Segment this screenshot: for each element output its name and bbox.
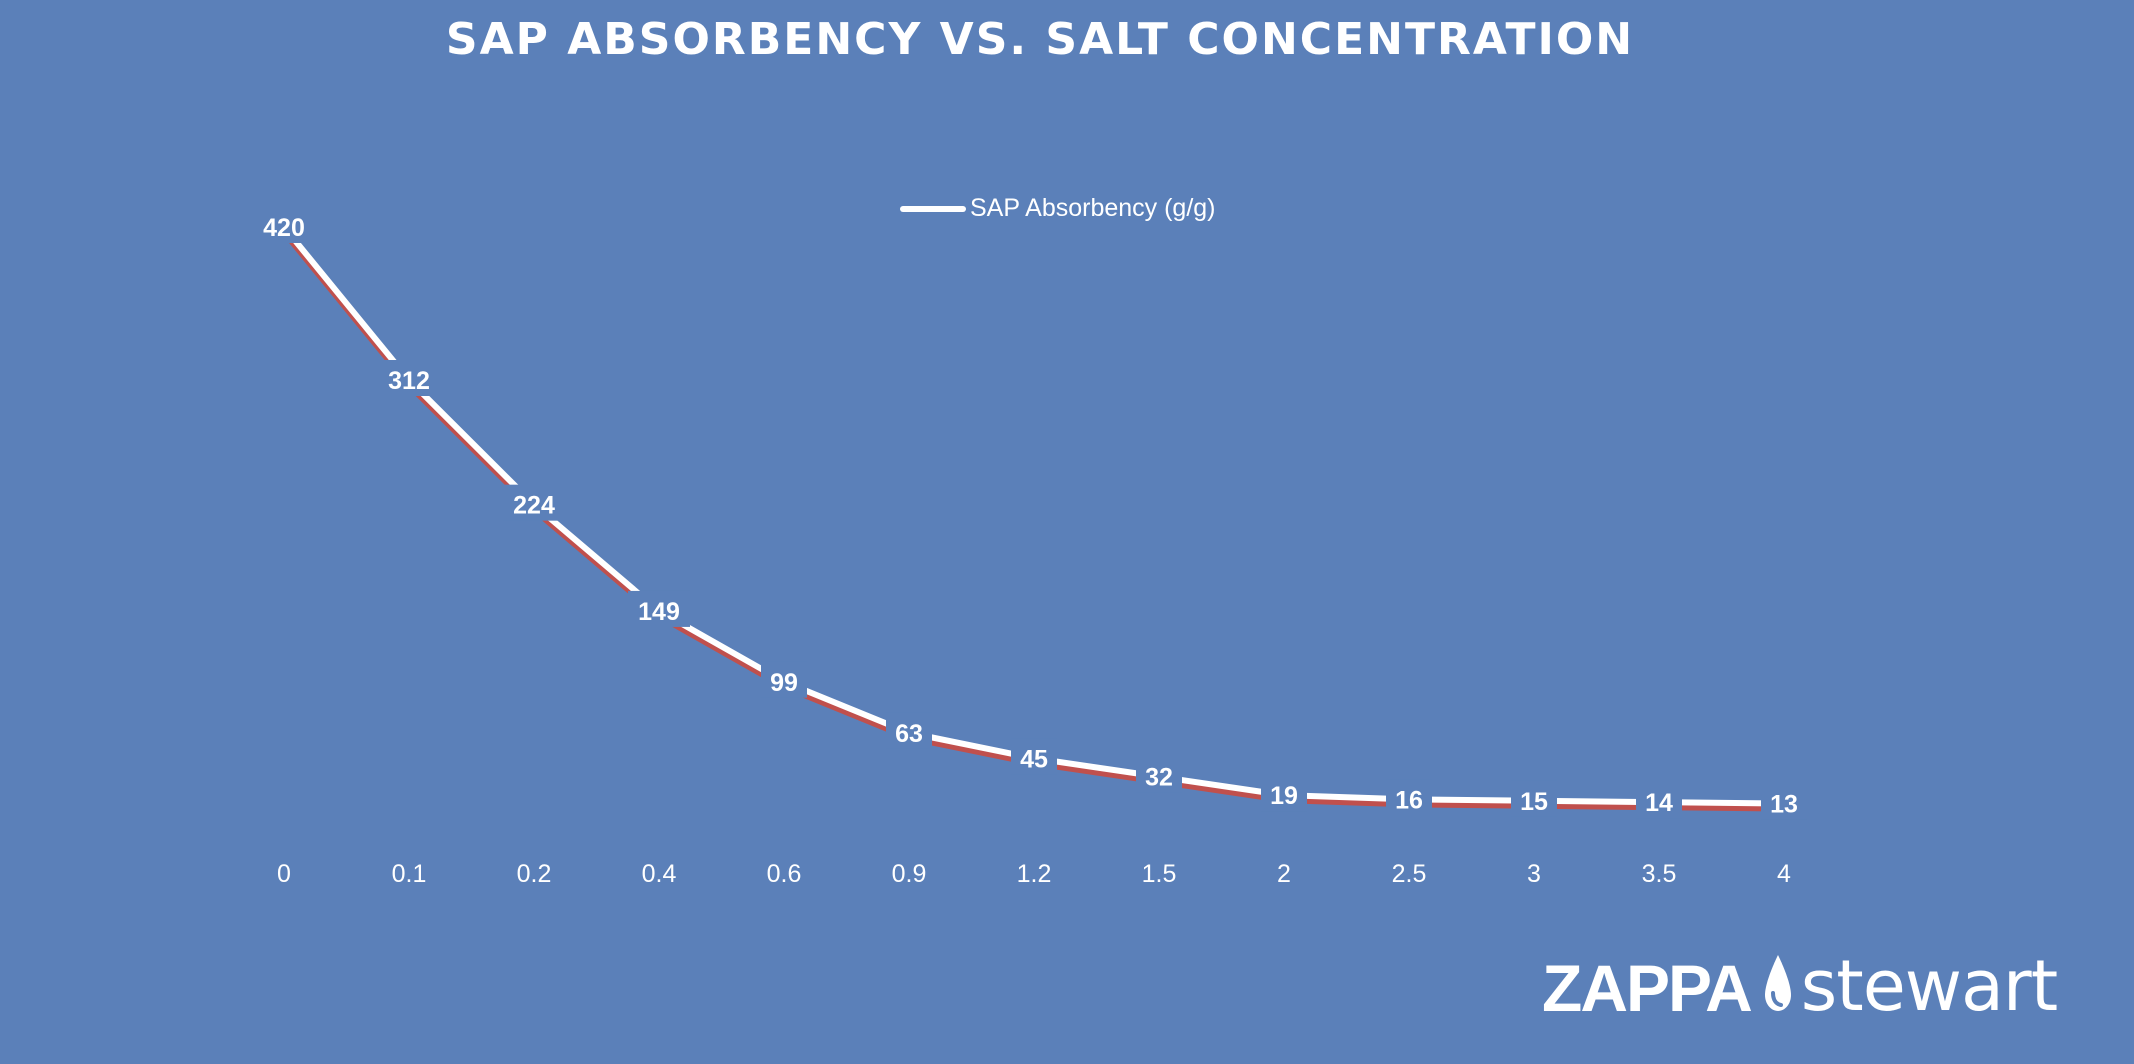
x-tick-label: 2 <box>1277 860 1291 888</box>
data-label: 14 <box>1636 782 1682 819</box>
x-tick-label: 0.1 <box>392 860 427 888</box>
data-label-background <box>886 712 932 749</box>
data-label-text: 16 <box>1395 786 1423 814</box>
data-label: 420 <box>253 207 315 243</box>
data-label-background <box>1261 775 1307 812</box>
x-tick-label: 3.5 <box>1642 860 1677 888</box>
data-label-background <box>1636 782 1682 819</box>
data-label-background <box>1136 756 1182 793</box>
drop-lines <box>283 245 1785 832</box>
x-tick-label: 0.2 <box>517 860 552 888</box>
data-label-background <box>378 360 440 396</box>
legend: SAP Absorbency (g/g) <box>900 194 1216 223</box>
x-tick-label: 2.5 <box>1392 860 1427 888</box>
x-tick-label: 1.2 <box>1017 860 1052 888</box>
company-logo: ZAPPA stewart <box>1542 944 2058 1027</box>
data-label: 63 <box>886 712 932 749</box>
x-tick-label: 0.6 <box>767 860 802 888</box>
legend-label: SAP Absorbency (g/g) <box>970 194 1216 222</box>
x-tick-label: 0.9 <box>892 860 927 888</box>
data-label-background <box>761 661 807 698</box>
logo-text-stewart: stewart <box>1800 945 2058 1027</box>
data-label-text: 420 <box>263 214 305 242</box>
chart-title: SAP ABSORBENCY VS. SALT CONCENTRATION <box>445 14 1635 65</box>
data-label-text: 312 <box>388 367 430 395</box>
data-label-background <box>1386 779 1432 816</box>
data-label: 312 <box>378 360 440 396</box>
data-label-background <box>503 484 565 521</box>
data-label-background <box>628 590 690 627</box>
x-axis-tick-labels: 0 0.1 0.2 0.4 0.6 0.9 1.2 1.5 2 2.5 3 3.5 4 <box>277 860 1791 888</box>
data-label-text: 32 <box>1145 764 1173 792</box>
x-tick-label: 0.4 <box>642 860 677 888</box>
data-label-text: 45 <box>1020 745 1048 773</box>
x-tick-label: 0 <box>277 860 291 888</box>
data-label: 99 <box>761 661 807 698</box>
data-label-text: 63 <box>895 720 923 748</box>
data-label: 149 <box>628 590 690 627</box>
data-labels: 420 312 224 149 99 63 45 32 19 16 15 14 13 <box>253 207 1807 820</box>
water-drop-icon <box>1761 953 1795 1018</box>
data-label: 13 <box>1761 783 1807 820</box>
data-label-text: 149 <box>638 598 680 626</box>
data-label-text: 99 <box>770 669 798 697</box>
data-label-text: 224 <box>513 492 555 520</box>
data-label: 15 <box>1511 780 1557 817</box>
legend-swatch <box>900 205 966 212</box>
x-tick-label: 3 <box>1527 860 1541 888</box>
data-label: 224 <box>503 484 565 521</box>
data-label-background <box>1011 738 1057 775</box>
logo-text-zappa: ZAPPA <box>1542 951 1753 1025</box>
data-label: 32 <box>1136 756 1182 793</box>
data-label-text: 13 <box>1770 791 1798 819</box>
data-label-background <box>253 207 315 243</box>
data-label: 16 <box>1386 779 1432 816</box>
data-label-background <box>1761 783 1807 820</box>
x-tick-label: 4 <box>1777 860 1791 888</box>
data-label-text: 15 <box>1520 788 1548 816</box>
data-label-background <box>1511 780 1557 817</box>
data-label-text: 19 <box>1270 782 1298 810</box>
data-label: 45 <box>1011 738 1057 775</box>
x-tick-label: 1.5 <box>1142 860 1177 888</box>
data-label: 19 <box>1261 775 1307 812</box>
data-label-text: 14 <box>1645 789 1673 817</box>
